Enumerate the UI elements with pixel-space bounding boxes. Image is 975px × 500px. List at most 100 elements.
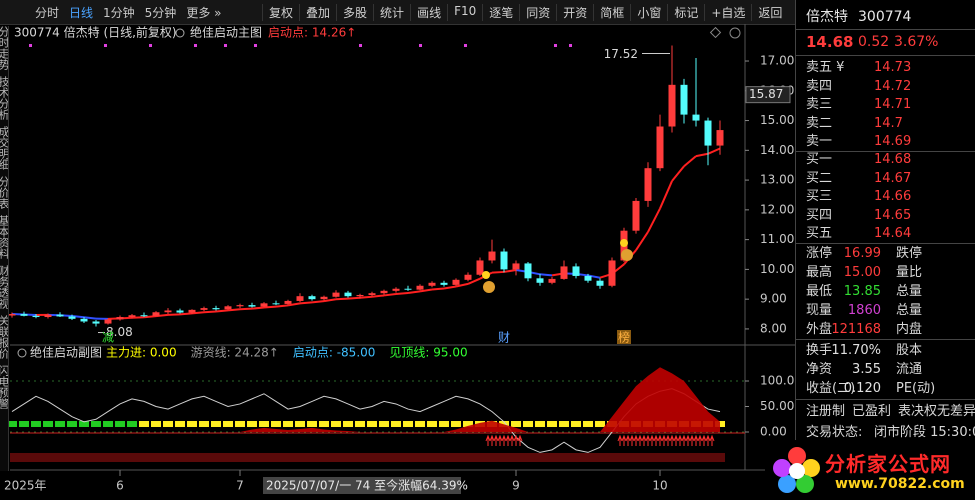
sidebar-tab[interactable]: 分价表	[0, 176, 9, 209]
trend-line	[227, 308, 241, 312]
sidebar-tab[interactable]: 闪电预警	[0, 365, 9, 409]
divider	[796, 151, 975, 152]
logo-flower	[773, 447, 820, 493]
trend-line	[335, 297, 349, 301]
stock-code: 300774	[858, 9, 912, 25]
state-cell	[127, 421, 137, 427]
state-cell	[571, 421, 581, 427]
sidebar-tab[interactable]: 财务透视	[0, 265, 9, 309]
sidebar-tab[interactable]: 成交明细	[0, 126, 9, 170]
period-tab[interactable]: 日线	[69, 5, 94, 20]
signal-arrow	[637, 434, 643, 446]
candle-body	[104, 319, 112, 324]
tool-button[interactable]: 多股	[336, 3, 373, 21]
stat-label: 净资	[806, 362, 833, 377]
state-cell	[463, 421, 473, 427]
order-label: 买五	[806, 226, 833, 241]
tool-button[interactable]: 开资	[556, 3, 593, 21]
state-cell	[559, 421, 569, 427]
period-tab[interactable]: 分时	[35, 5, 60, 20]
x-tick-label: 6	[116, 479, 124, 493]
trend-line	[287, 302, 301, 307]
period-tab[interactable]: 1分钟	[103, 5, 135, 20]
trend-line	[359, 295, 373, 299]
tool-button[interactable]: 统计	[373, 3, 410, 21]
candle-body	[596, 280, 604, 286]
tool-button[interactable]: 标记	[667, 3, 704, 21]
event-marker: 财	[498, 331, 510, 345]
candle-body	[128, 315, 136, 318]
signal-arrow	[633, 434, 639, 446]
order-price: 14.72	[874, 78, 912, 94]
candle-body	[464, 274, 472, 280]
signal-dot	[194, 44, 197, 47]
candle-body	[20, 314, 28, 316]
chart-header: 300774 倍杰特 (日线,前复权)	[14, 25, 177, 40]
trend-line	[347, 296, 361, 300]
candle-body	[560, 266, 568, 279]
signal-arrow	[497, 434, 503, 446]
trend-line	[683, 155, 697, 168]
sidebar-tab[interactable]: 分时走势	[0, 26, 9, 70]
signal-arrow	[617, 434, 623, 446]
sidebar-tab[interactable]: 关联报价	[0, 315, 9, 359]
state-cell	[595, 421, 605, 427]
tool-button[interactable]: 画线	[410, 3, 447, 21]
stat-value: 3.55	[852, 362, 881, 377]
tag-row: 注册制 已盈利 表决权无差异	[796, 402, 975, 421]
stat-row: 收益(二) 0.120 PE(动)	[796, 379, 975, 398]
candle-body	[392, 288, 400, 291]
stat-value: 13.85	[843, 284, 881, 299]
state-cell	[427, 421, 437, 427]
state-cell	[523, 421, 533, 427]
stat-label: PE(动)	[896, 381, 936, 396]
trend-line	[167, 313, 181, 316]
stat-label: 内盘	[896, 322, 923, 337]
signal-arrow	[669, 434, 675, 446]
candle-body	[476, 260, 484, 275]
candle-body	[716, 130, 724, 146]
y-tick-label: 11.00	[760, 232, 794, 246]
order-label: 卖二	[806, 115, 833, 131]
cursor-price: 15.87	[749, 87, 783, 101]
state-cell	[91, 421, 101, 427]
order-row: 卖五 ¥ 14.73	[796, 58, 975, 77]
candle-body	[56, 314, 64, 317]
candle-body	[404, 288, 412, 290]
candle-body	[380, 290, 388, 294]
sidebar-tab[interactable]: 基本资料	[0, 215, 9, 259]
trend-line	[251, 306, 265, 310]
tool-button[interactable]: 叠加	[299, 3, 336, 21]
signal-icon	[482, 271, 490, 279]
candle-body	[500, 251, 508, 270]
tool-button[interactable]: 简框	[593, 3, 630, 21]
signal-arrow	[641, 434, 647, 446]
state-cell	[343, 421, 353, 427]
trend-line	[707, 147, 721, 155]
tool-button[interactable]: 返回	[751, 3, 788, 21]
signal-arrow	[697, 434, 703, 446]
status-value: 闭市阶段 15:30:00	[874, 425, 975, 440]
y-tick-label: 12.00	[760, 202, 794, 216]
period-tab[interactable]: 5分钟	[144, 5, 177, 20]
y-tick-label: 100.00	[760, 374, 795, 388]
candle-body	[140, 315, 148, 317]
order-price: 14.64	[874, 226, 912, 241]
candle-body	[152, 312, 160, 316]
tool-button[interactable]: F10	[447, 3, 482, 21]
state-cell	[499, 421, 509, 427]
period-tab[interactable]: 更多 »	[186, 5, 222, 20]
signal-arrow	[485, 434, 491, 446]
state-cell	[139, 421, 149, 427]
signal-arrow	[681, 434, 687, 446]
order-row: 买二 14.67	[796, 169, 975, 188]
tool-button[interactable]: 同资	[519, 3, 556, 21]
order-row: 卖四 14.72	[796, 77, 975, 96]
tool-button[interactable]: 小窗	[630, 3, 667, 21]
tool-button[interactable]: +自选	[704, 3, 751, 21]
tool-button[interactable]: 逐笔	[482, 3, 519, 21]
signal-dot	[554, 44, 557, 47]
sidebar-tab[interactable]: 技术分析	[0, 76, 9, 120]
tool-button[interactable]: 复权	[262, 3, 299, 21]
candle-body	[680, 84, 688, 115]
